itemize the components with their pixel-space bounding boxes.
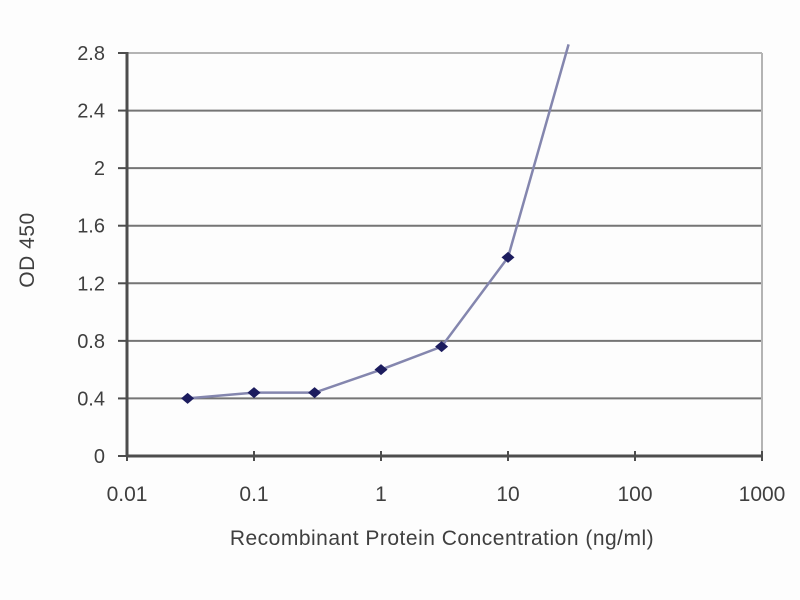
y-tick-label: 1.2 xyxy=(77,273,105,295)
data-point-marker xyxy=(501,251,515,263)
x-axis-title: Recombinant Protein Concentration (ng/ml… xyxy=(229,527,655,550)
x-tick-label: 100 xyxy=(617,483,652,506)
series-line xyxy=(187,44,570,400)
y-tick-label: 2.8 xyxy=(77,43,105,65)
y-axis-title: OD 450 xyxy=(16,212,39,288)
x-tick-label: 0.1 xyxy=(239,483,268,506)
data-point-marker xyxy=(308,387,322,399)
x-tick-label: 0.01 xyxy=(107,483,148,506)
data-point-marker xyxy=(374,364,388,376)
y-tick-label: 0.4 xyxy=(77,388,105,410)
x-tick-label: 1000 xyxy=(739,483,786,506)
y-tick-label: 0 xyxy=(94,446,105,468)
y-tick-label: 2.4 xyxy=(77,101,105,123)
data-point-marker xyxy=(247,387,261,399)
y-tick-label: 1.6 xyxy=(77,216,105,238)
data-point-marker xyxy=(181,392,195,404)
y-tick-label: 2 xyxy=(94,158,105,180)
x-tick-label: 1 xyxy=(375,483,387,506)
data-point-marker xyxy=(435,341,449,353)
x-tick-label: 10 xyxy=(496,483,519,506)
y-tick-label: 0.8 xyxy=(77,331,105,353)
